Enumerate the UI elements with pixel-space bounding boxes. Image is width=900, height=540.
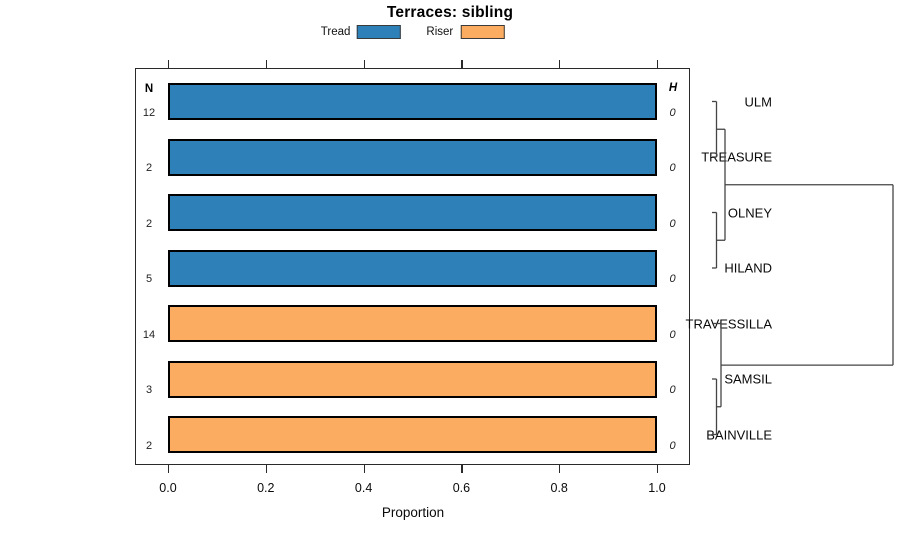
bar-bainville xyxy=(168,416,657,453)
legend-label-tread: Tread xyxy=(320,26,351,38)
bar-samsil xyxy=(168,360,657,398)
x-axis-title: Proportion xyxy=(381,505,445,520)
h-value-samsil: 0 xyxy=(669,384,676,396)
legend-swatch-tread xyxy=(356,25,401,39)
x-tick-top-0.6 xyxy=(461,60,463,68)
legend-swatch-riser xyxy=(461,25,506,39)
h-value-bainville: 0 xyxy=(669,439,676,452)
bar-hiland xyxy=(168,249,657,287)
x-tick-label-0.8: 0.8 xyxy=(550,480,568,495)
x-tick-bottom-0.4 xyxy=(363,465,365,473)
n-value-bainville: 2 xyxy=(145,439,153,452)
x-tick-bottom-1.0 xyxy=(657,465,659,473)
h-value-treasure: 0 xyxy=(669,162,676,174)
bar-treasure xyxy=(168,138,657,176)
x-tick-top-0.4 xyxy=(363,60,365,68)
y-axis-label-ulm: ULM xyxy=(744,94,772,109)
n-value-hiland: 5 xyxy=(145,273,153,285)
x-tick-label-0.0: 0.0 xyxy=(159,480,177,495)
bar-olney xyxy=(168,194,657,231)
x-tick-label-0.6: 0.6 xyxy=(452,480,471,495)
plot-area-box xyxy=(135,68,690,465)
h-value-travessilla: 0 xyxy=(669,328,676,341)
y-axis-label-olney: OLNEY xyxy=(727,205,772,220)
bar-ulm xyxy=(168,83,657,120)
x-tick-label-0.2: 0.2 xyxy=(257,480,275,495)
h-value-ulm: 0 xyxy=(669,106,676,119)
y-axis-label-treasure: TREASURE xyxy=(701,149,772,165)
n-column-header: N xyxy=(144,83,154,95)
legend-label-riser: Riser xyxy=(426,26,454,38)
h-column-header: H xyxy=(668,82,678,94)
x-tick-top-1.0 xyxy=(657,60,659,68)
x-tick-top-0.2 xyxy=(265,60,268,68)
chart-title: Terraces: sibling xyxy=(386,4,514,21)
x-tick-label-1.0: 1.0 xyxy=(648,480,666,495)
y-axis-label-travessilla: TRAVESSILLA xyxy=(685,316,772,331)
x-tick-top-0.0 xyxy=(168,60,170,68)
x-tick-top-0.8 xyxy=(559,60,561,68)
legend: Tread Riser xyxy=(320,25,506,39)
y-axis-label-hiland: HILAND xyxy=(724,260,772,276)
h-value-olney: 0 xyxy=(669,217,676,230)
x-tick-bottom-0.0 xyxy=(168,465,170,473)
n-value-treasure: 2 xyxy=(145,162,153,174)
n-value-travessilla: 14 xyxy=(142,328,156,341)
x-tick-bottom-0.8 xyxy=(559,465,561,473)
n-value-olney: 2 xyxy=(145,217,153,230)
y-axis-label-bainville: BAINVILLE xyxy=(706,427,772,442)
bar-travessilla xyxy=(168,305,657,342)
x-tick-bottom-0.2 xyxy=(265,465,268,473)
x-tick-label-0.4: 0.4 xyxy=(354,480,373,495)
n-value-samsil: 3 xyxy=(145,384,153,396)
n-value-ulm: 12 xyxy=(142,106,156,119)
x-tick-bottom-0.6 xyxy=(461,465,463,473)
h-value-hiland: 0 xyxy=(669,273,676,285)
y-axis-label-samsil: SAMSIL xyxy=(724,371,772,387)
